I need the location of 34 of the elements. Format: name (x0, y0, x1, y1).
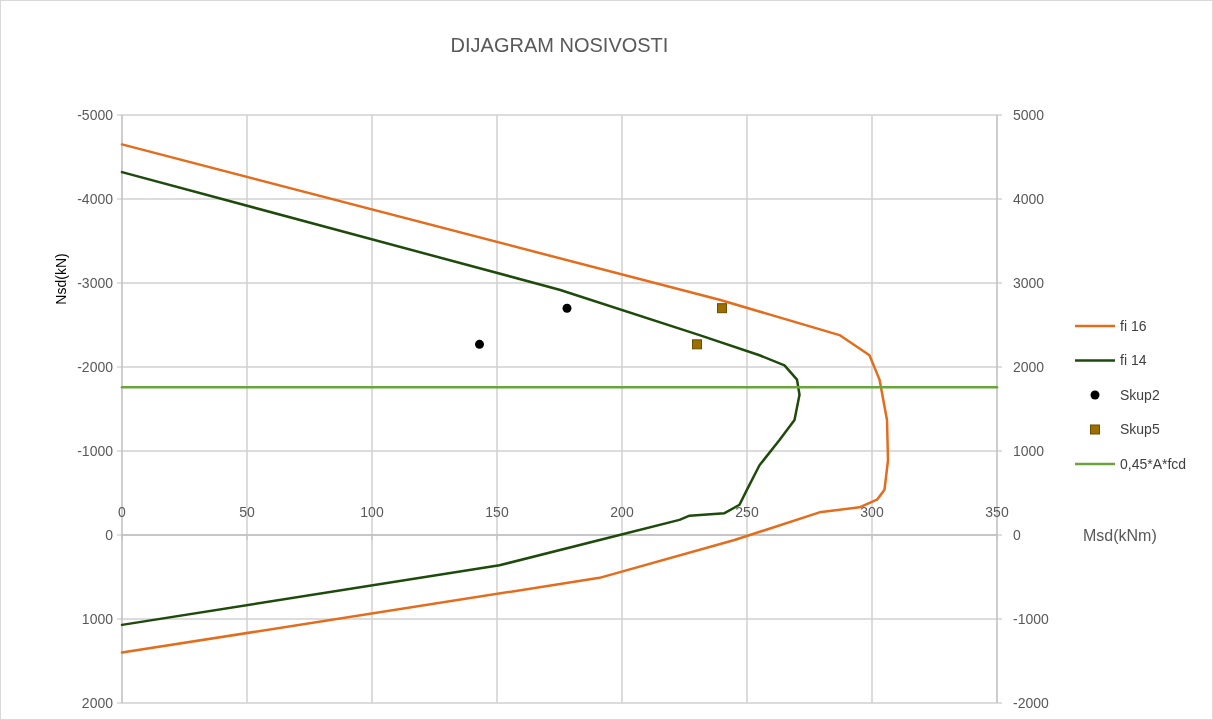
x-tick-label: 200 (610, 504, 634, 520)
chart-title: DIJAGRAM NOSIVOSTI (450, 34, 669, 56)
y-tick-label: -5000 (77, 106, 114, 123)
x-tick-label: 250 (735, 504, 759, 520)
x-tick-label: 350 (985, 504, 1009, 520)
y2-tick-label: 2000 (1013, 358, 1045, 375)
y2-tick-label: -1000 (1013, 610, 1050, 627)
y2-tick-label: 4000 (1013, 190, 1045, 207)
x-tick-label: 50 (239, 504, 255, 520)
y-tick-label: -4000 (77, 190, 114, 207)
legend-label: fi 14 (1120, 352, 1147, 369)
x-tick-label: 100 (360, 504, 384, 520)
legend-label: Skup2 (1120, 386, 1160, 403)
y-tick-label: 2000 (81, 694, 114, 711)
y2-tick-label: 5000 (1013, 106, 1045, 123)
y-axis-title: Nsd(kN) (53, 253, 69, 305)
x-tick-label: 150 (485, 504, 509, 520)
line-series (120, 143, 890, 654)
y2-tick-label: -2000 (1013, 694, 1050, 711)
y2-tick-label: 0 (1013, 526, 1021, 543)
y-tick-label: -2000 (77, 358, 114, 375)
y-tick-label: 1000 (81, 610, 114, 627)
y-tick-label: -1000 (77, 442, 114, 459)
y2-tick-label: 3000 (1013, 274, 1045, 291)
y-tick-label: -3000 (77, 274, 114, 291)
x-tick-label: 0 (118, 504, 127, 520)
legend-label: Skup5 (1120, 421, 1160, 438)
legend-label: fi 16 (1120, 317, 1147, 334)
x-tick-label: 300 (860, 504, 884, 520)
x-axis-title: Msd(kNm) (1083, 526, 1157, 544)
y-tick-label: 0 (105, 526, 114, 543)
legend-label: 0,45*A*fcd (1120, 455, 1187, 472)
y2-tick-label: 1000 (1013, 442, 1045, 459)
line-series (120, 170, 801, 627)
